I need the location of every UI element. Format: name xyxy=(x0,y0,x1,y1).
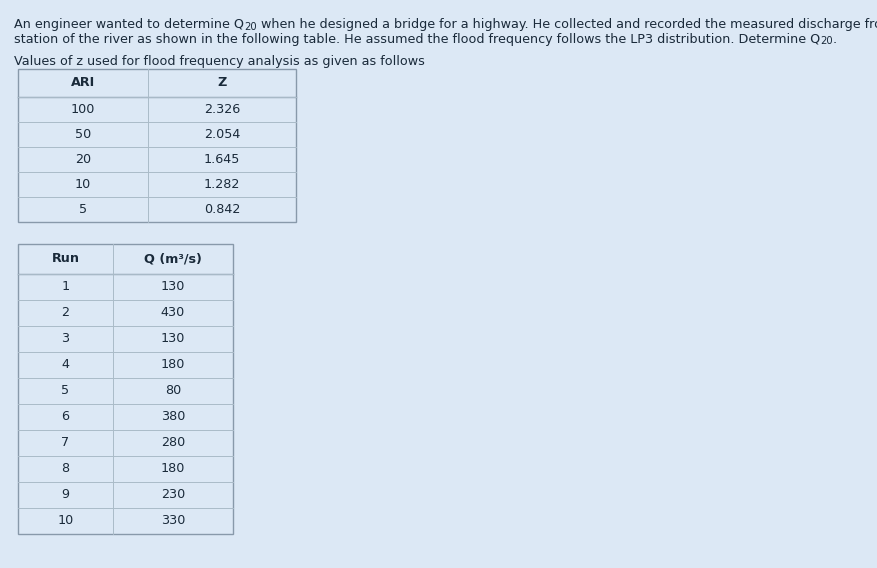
Text: 6: 6 xyxy=(61,411,69,424)
Text: when he designed a bridge for a highway. He collected and recorded the measured : when he designed a bridge for a highway.… xyxy=(257,18,877,31)
Text: 280: 280 xyxy=(160,436,185,449)
Text: ARI: ARI xyxy=(71,77,95,90)
Bar xyxy=(18,244,233,534)
Text: Q (m³/s): Q (m³/s) xyxy=(144,253,202,265)
Text: Run: Run xyxy=(52,253,80,265)
Text: 380: 380 xyxy=(160,411,185,424)
Text: 10: 10 xyxy=(75,178,91,191)
Text: 2.054: 2.054 xyxy=(203,128,240,141)
Text: 1.282: 1.282 xyxy=(203,178,240,191)
Text: 0.842: 0.842 xyxy=(203,203,240,216)
Bar xyxy=(18,69,296,222)
Text: 2.326: 2.326 xyxy=(203,103,240,116)
Text: station of the river as shown in the following table. He assumed the flood frequ: station of the river as shown in the fol… xyxy=(14,33,820,46)
Text: 1.645: 1.645 xyxy=(203,153,240,166)
Text: 330: 330 xyxy=(160,515,185,528)
Text: 130: 130 xyxy=(160,332,185,345)
Text: Values of z used for flood frequency analysis as given as follows: Values of z used for flood frequency ana… xyxy=(14,55,424,68)
Text: 80: 80 xyxy=(165,385,182,398)
Text: 9: 9 xyxy=(61,488,69,502)
Text: 20: 20 xyxy=(75,153,91,166)
Text: 7: 7 xyxy=(61,436,69,449)
Bar xyxy=(18,244,233,534)
Text: 180: 180 xyxy=(160,358,185,371)
Text: 1: 1 xyxy=(61,281,69,294)
Text: 5: 5 xyxy=(61,385,69,398)
Text: 8: 8 xyxy=(61,462,69,475)
Text: .: . xyxy=(833,33,837,46)
Bar xyxy=(18,69,296,222)
Text: 180: 180 xyxy=(160,462,185,475)
Text: 50: 50 xyxy=(75,128,91,141)
Text: 20: 20 xyxy=(820,36,833,47)
Text: 5: 5 xyxy=(79,203,87,216)
Text: 430: 430 xyxy=(160,307,185,319)
Text: 20: 20 xyxy=(244,22,257,31)
Text: 3: 3 xyxy=(61,332,69,345)
Text: 230: 230 xyxy=(160,488,185,502)
Text: Z: Z xyxy=(217,77,226,90)
Text: 100: 100 xyxy=(71,103,96,116)
Text: An engineer wanted to determine Q: An engineer wanted to determine Q xyxy=(14,18,244,31)
Text: 4: 4 xyxy=(61,358,69,371)
Text: 130: 130 xyxy=(160,281,185,294)
Text: 2: 2 xyxy=(61,307,69,319)
Text: 10: 10 xyxy=(57,515,74,528)
